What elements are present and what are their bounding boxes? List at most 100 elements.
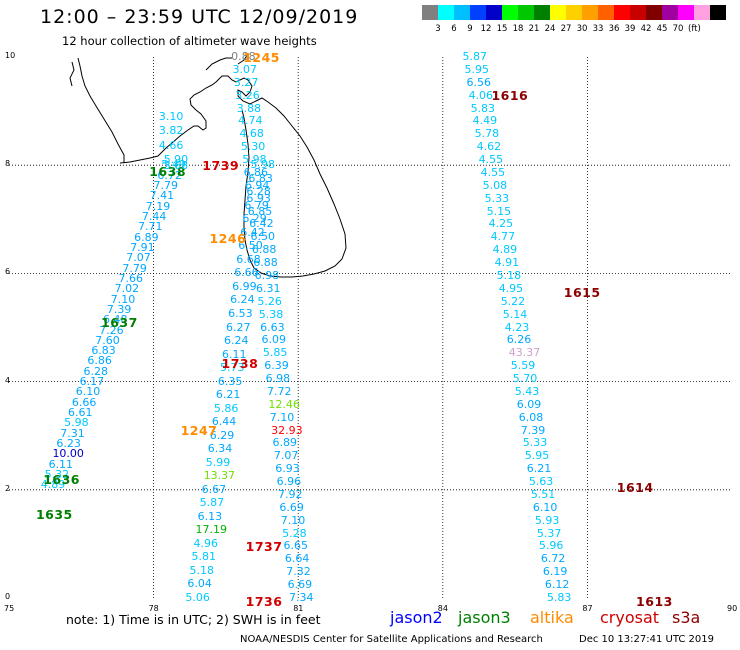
- wave-height-value: 7.07: [126, 251, 151, 265]
- wave-height-value: 32.93: [271, 423, 303, 437]
- legend-label: 12: [480, 24, 492, 34]
- wave-height-value: 6.39: [264, 359, 289, 373]
- wave-height-value: 6.67: [201, 482, 227, 496]
- legend-swatch: [534, 5, 550, 20]
- wave-height-value: 6.42: [240, 225, 265, 239]
- mainland-coast-east: [205, 53, 249, 71]
- wave-height-value: 43.37: [508, 346, 541, 360]
- wave-height-value: 5.18: [189, 563, 214, 577]
- legend-swatch: [646, 5, 662, 20]
- pass-time-label: 1615: [563, 285, 601, 301]
- wave-height-value: 4.89: [40, 478, 66, 492]
- wave-height-value: 5.83: [470, 101, 496, 115]
- wave-height-value: 7.41: [149, 189, 175, 203]
- pass-time-label: 1616: [491, 87, 529, 103]
- timestamp: Dec 10 13:27:41 UTC 2019: [579, 634, 714, 645]
- wave-height-value: 6.86: [87, 354, 112, 368]
- legend-label: 6: [451, 24, 457, 34]
- legend-label: 42: [640, 24, 652, 34]
- wave-height-value: 5.86: [213, 401, 239, 415]
- wave-height-value: 6.31: [255, 281, 281, 295]
- wave-height-value: 6.48: [102, 313, 128, 327]
- wave-height-value: 7.10: [280, 513, 306, 527]
- wave-height-value: 5.37: [536, 526, 562, 540]
- wave-height-value: 10.00: [52, 447, 84, 461]
- wave-height-value: 5.14: [502, 307, 528, 321]
- legend-swatch: [422, 5, 438, 20]
- wave-height-value: 6.09: [516, 397, 542, 411]
- wave-height-value: 5.87: [199, 496, 225, 510]
- wave-height-value: 5.32: [44, 468, 70, 482]
- wave-height-value: 6.56: [466, 75, 492, 89]
- wave-height-value: 5.49: [161, 158, 186, 172]
- legend-swatch: [566, 5, 582, 20]
- wave-height-value: 6.23: [56, 437, 81, 451]
- wave-height-value: 4.74: [238, 114, 263, 128]
- wave-height-value: 7.72: [266, 384, 292, 398]
- wave-height-value: 6.50: [238, 239, 263, 253]
- legend-swatch: [470, 5, 486, 20]
- pass-time-label: 1739: [202, 158, 240, 174]
- wave-height-value: 6.44: [211, 415, 237, 429]
- wave-height-value: 6.12: [544, 578, 570, 592]
- wave-height-value: 5.18: [496, 268, 522, 282]
- grid-lines: [9, 57, 732, 598]
- wave-height-value: 5.99: [205, 455, 231, 469]
- legend-swatch: [694, 5, 710, 20]
- wave-height-value: 7.34: [289, 591, 314, 604]
- y-tick-label: 2: [5, 483, 11, 493]
- wave-height-value: 6.69: [279, 500, 304, 514]
- wave-height-value: 4.91: [494, 256, 520, 270]
- wave-height-value: 6.26: [506, 333, 532, 347]
- wave-height-value: 6.93: [246, 191, 271, 205]
- x-tick-label: 81: [293, 604, 304, 613]
- wave-height-value: 7.44: [141, 209, 167, 223]
- wave-height-value: 6.86: [243, 165, 269, 179]
- wave-height-value: 6.83: [91, 344, 116, 358]
- wave-height-value: 6.89: [272, 436, 297, 450]
- wave-height-value: 5.98: [242, 153, 267, 167]
- wave-height-value: 5.22: [500, 294, 526, 308]
- wave-height-value: 6.04: [187, 577, 212, 591]
- wave-height-value: 6.88: [251, 243, 277, 257]
- wave-height-value: 5.78: [474, 127, 500, 141]
- wave-height-value: 5.98: [250, 158, 275, 172]
- pass-time-label: 1638: [149, 163, 187, 179]
- legend-label: 18: [512, 24, 524, 34]
- wave-height-value: 4.25: [488, 217, 514, 231]
- wave-height-value: 6.66: [234, 266, 259, 280]
- wave-height-value: 3.68: [163, 159, 189, 173]
- x-tick-label: 87: [582, 604, 593, 613]
- wave-height-value: 6.50: [250, 230, 275, 244]
- wave-height-value: 5.87: [462, 50, 488, 63]
- satellite-name: jason3: [458, 608, 511, 627]
- wave-height-value: 3.82: [158, 124, 184, 138]
- wave-height-value: 5.28: [282, 526, 307, 540]
- legend-label: 30: [576, 24, 588, 34]
- wave-height-value: 5.38: [258, 307, 284, 321]
- legend-swatch: [662, 5, 678, 20]
- wave-height-value: 5.30: [240, 140, 266, 154]
- wave-height-value: 4.96: [193, 536, 219, 550]
- wave-height-value: 5.70: [512, 372, 538, 386]
- wave-height-value: 5.63: [528, 475, 554, 489]
- wave-height-value: 7.39: [520, 423, 546, 437]
- wave-height-value: 3.26: [235, 88, 260, 102]
- legend-swatch: [550, 5, 566, 20]
- wave-height-value: 6.66: [71, 395, 97, 409]
- wave-height-value: 6.27: [226, 320, 251, 334]
- y-tick-label: 4: [5, 375, 11, 385]
- map-title: 12:00 – 23:59 UTC 12/09/2019: [40, 6, 359, 28]
- wave-height-value: 6.28: [246, 185, 271, 199]
- wave-height-value: 6.98: [254, 268, 280, 282]
- coastline: [119, 75, 347, 278]
- wave-height-value: 6.29: [209, 428, 235, 442]
- pass-time-label: 1247: [180, 423, 218, 439]
- wave-height-value: 6.34: [207, 442, 233, 456]
- wave-height-value: 7.19: [145, 199, 171, 213]
- legend-unit: (ft): [688, 24, 701, 34]
- legend-label: 45: [656, 24, 668, 34]
- legend-swatch: [630, 5, 646, 20]
- wave-height-value: 6.19: [542, 565, 568, 579]
- legend-swatch: [582, 5, 598, 20]
